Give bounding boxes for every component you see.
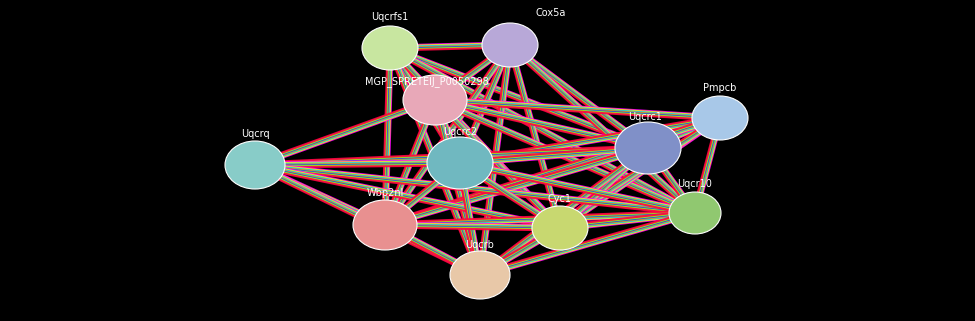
Text: Uqcrb: Uqcrb xyxy=(466,240,494,250)
Text: Cox5a: Cox5a xyxy=(536,8,566,18)
Ellipse shape xyxy=(615,122,681,174)
Ellipse shape xyxy=(482,23,538,67)
Ellipse shape xyxy=(532,206,588,250)
Ellipse shape xyxy=(669,192,721,234)
Ellipse shape xyxy=(403,75,467,125)
Text: Uqcrc2: Uqcrc2 xyxy=(443,127,477,137)
Ellipse shape xyxy=(353,200,417,250)
Text: Uqcrq: Uqcrq xyxy=(241,129,269,139)
Ellipse shape xyxy=(362,26,418,70)
Ellipse shape xyxy=(225,141,285,189)
Text: Uqcrc1: Uqcrc1 xyxy=(628,112,662,122)
Text: Pmpcb: Pmpcb xyxy=(703,83,737,93)
Text: MGP_SPRETEIJ_P0050298: MGP_SPRETEIJ_P0050298 xyxy=(365,76,488,87)
Ellipse shape xyxy=(450,251,510,299)
Text: Cyc1: Cyc1 xyxy=(548,194,572,204)
Text: Uqcr10: Uqcr10 xyxy=(678,179,713,189)
Ellipse shape xyxy=(427,137,493,189)
Text: Wbp2nl: Wbp2nl xyxy=(367,188,404,198)
Ellipse shape xyxy=(692,96,748,140)
Text: Uqcrfs1: Uqcrfs1 xyxy=(371,12,409,22)
